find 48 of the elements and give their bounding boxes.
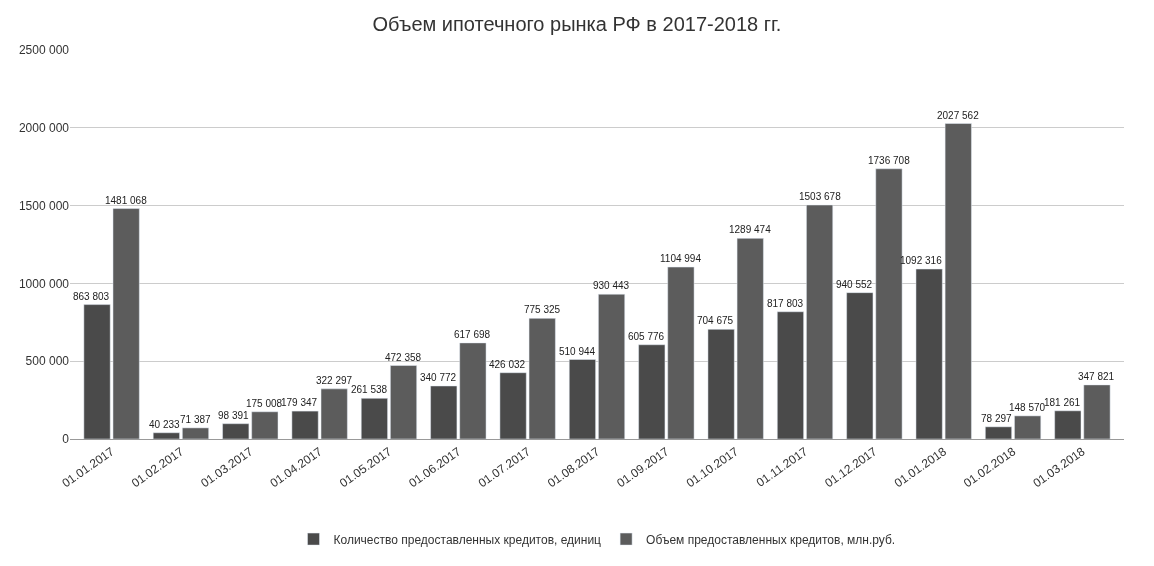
legend-label: Объем предоставленных кредитов, млн.руб. [646,532,896,547]
bar [806,204,834,439]
bar [360,398,388,439]
bar [390,365,417,439]
data-label: 98 391 [218,410,250,421]
data-label: 472 358 [385,352,422,363]
data-label: 605 776 [628,331,665,342]
data-label: 817 803 [767,298,804,309]
data-label: 71 387 [180,414,212,425]
data-label: 940 552 [836,279,873,290]
bar [598,293,625,439]
data-label: 775 325 [524,304,561,315]
data-label: 863 803 [73,291,110,302]
data-label: 179 347 [281,397,318,408]
data-label: 510 944 [559,346,596,357]
legend-label: Количество предоставленных кредитов, единиц [333,532,602,547]
data-label: 340 772 [420,372,457,383]
y-tick-label: 500 000 [25,354,70,369]
y-tick-label: 0 [62,432,70,447]
data-label: 181 261 [1044,397,1081,408]
data-label: 78 297 [981,413,1013,424]
data-label: 1503 678 [799,191,842,202]
data-label: 175 008 [246,398,283,409]
bar [182,427,209,439]
bar [152,432,180,439]
bar [569,359,596,439]
y-tick-label: 2000 000 [18,121,70,135]
y-tick-label: 2500 000 [18,43,70,58]
data-label: 2027 562 [937,110,980,121]
data-label: 1736 708 [868,155,911,166]
data-label: 347 821 [1078,371,1115,382]
data-label: 1481 068 [105,195,148,206]
data-label: 1289 474 [729,224,772,235]
y-tick-label: 1500 000 [18,198,70,213]
bar [985,426,1012,439]
data-label: 930 443 [593,280,630,291]
y-tick-label: 1000 000 [18,276,70,291]
bar [777,311,804,439]
data-label: 1104 994 [660,253,702,264]
data-label: 261 538 [351,384,388,395]
data-label: 148 570 [1009,402,1046,413]
data-label: 704 675 [697,315,734,326]
chart-title: Объем ипотечного рынка РФ в 2017-2018 гг. [372,12,782,35]
bar [1014,415,1042,439]
data-label: 617 698 [454,329,491,340]
data-label: 426 032 [489,359,526,370]
data-label: 40 233 [149,419,181,430]
data-label: 322 297 [316,375,353,386]
